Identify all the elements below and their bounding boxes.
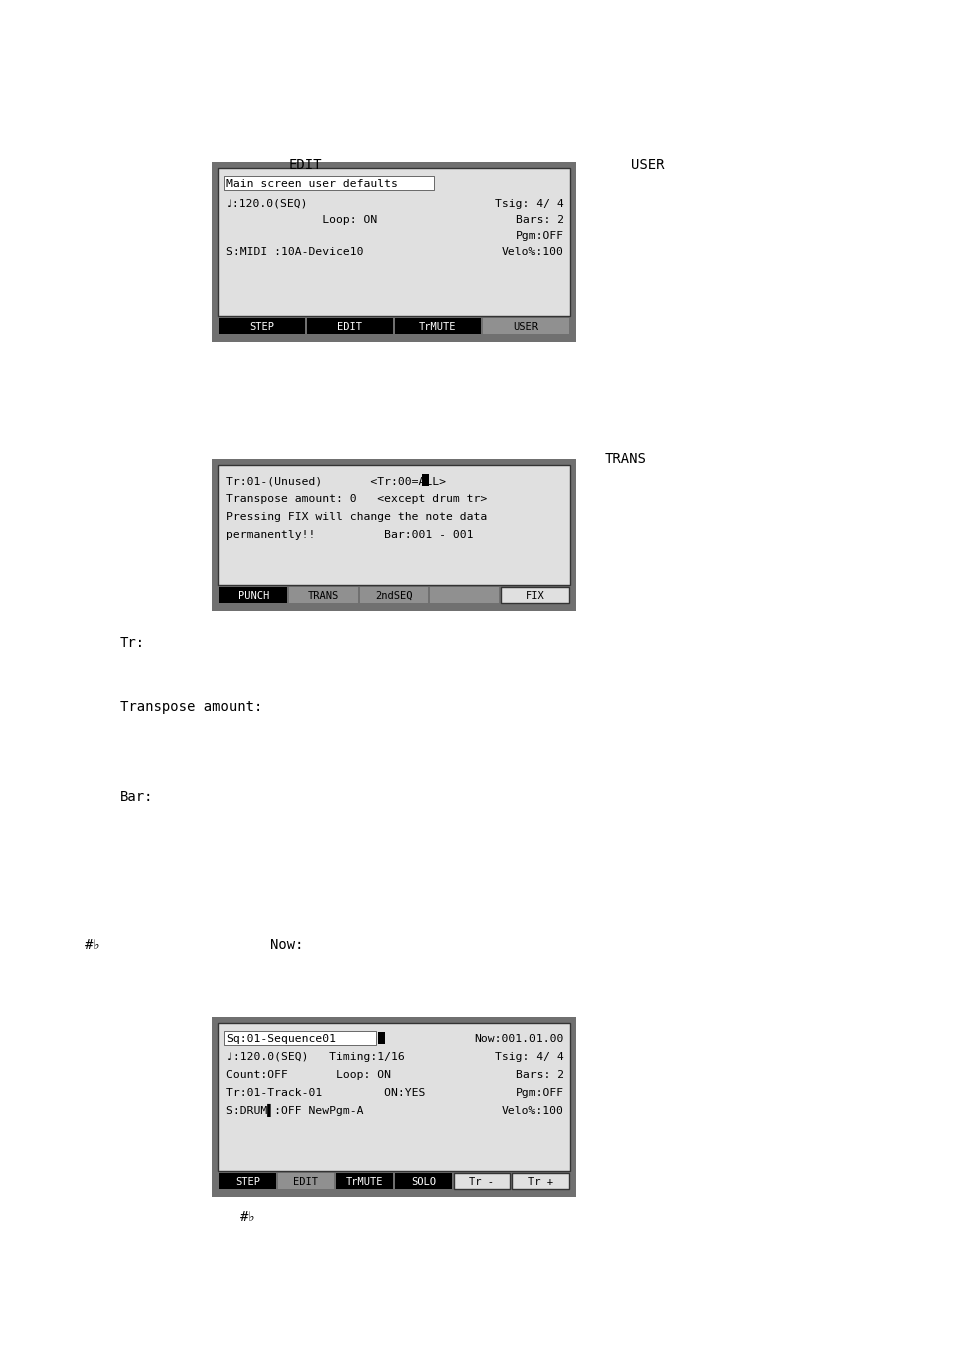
Bar xyxy=(218,1023,569,1171)
Text: PUNCH: PUNCH xyxy=(237,590,269,601)
Bar xyxy=(395,317,480,334)
Text: TrMUTE: TrMUTE xyxy=(418,322,456,332)
Text: Velo%:100: Velo%:100 xyxy=(501,1106,563,1116)
Text: Main screen user defaults: Main screen user defaults xyxy=(226,178,397,189)
Text: Loop: ON: Loop: ON xyxy=(226,215,376,226)
Bar xyxy=(377,1032,385,1044)
Bar xyxy=(218,465,569,585)
Text: Tr:01-Track-01         ON:YES: Tr:01-Track-01 ON:YES xyxy=(226,1088,425,1098)
Text: Tsig: 4/ 4: Tsig: 4/ 4 xyxy=(495,1052,563,1062)
Text: USER: USER xyxy=(513,322,537,332)
Text: STEP: STEP xyxy=(250,322,274,332)
Text: STEP: STEP xyxy=(234,1177,259,1188)
Text: Bars: 2: Bars: 2 xyxy=(516,215,563,226)
Text: Pgm:OFF: Pgm:OFF xyxy=(516,231,563,240)
Text: SOLO: SOLO xyxy=(411,1177,436,1188)
Bar xyxy=(307,317,393,334)
Bar xyxy=(224,176,434,190)
Text: Tr:: Tr: xyxy=(120,636,145,650)
Text: Count:OFF       Loop: ON: Count:OFF Loop: ON xyxy=(226,1070,391,1079)
Text: ♩:120.0(SEQ): ♩:120.0(SEQ) xyxy=(226,199,308,209)
Bar xyxy=(212,1017,576,1197)
Bar xyxy=(430,586,498,603)
Bar xyxy=(482,317,568,334)
Text: #♭: #♭ xyxy=(240,1210,256,1224)
Text: Tr +: Tr + xyxy=(528,1177,553,1188)
Bar xyxy=(422,474,429,486)
Text: Tr -: Tr - xyxy=(469,1177,494,1188)
Bar xyxy=(219,1173,275,1189)
Text: EDIT: EDIT xyxy=(337,322,362,332)
Bar xyxy=(277,1173,334,1189)
Bar xyxy=(512,1173,568,1189)
Text: Now:001.01.00: Now:001.01.00 xyxy=(475,1034,563,1044)
Text: 2ndSEQ: 2ndSEQ xyxy=(375,590,413,601)
Text: Pgm:OFF: Pgm:OFF xyxy=(516,1088,563,1098)
Text: TrMUTE: TrMUTE xyxy=(346,1177,383,1188)
Text: USER: USER xyxy=(631,158,664,172)
Bar xyxy=(212,162,576,342)
Bar xyxy=(219,586,287,603)
Bar xyxy=(395,1173,451,1189)
Bar xyxy=(219,317,305,334)
Text: Transpose amount:: Transpose amount: xyxy=(120,700,262,713)
Text: S:MIDI :10A-Device10: S:MIDI :10A-Device10 xyxy=(226,247,363,257)
Text: Sq:01-Sequence01: Sq:01-Sequence01 xyxy=(226,1034,335,1044)
Text: Bars: 2: Bars: 2 xyxy=(516,1070,563,1079)
Bar xyxy=(500,586,568,603)
Bar xyxy=(218,168,569,316)
Bar xyxy=(336,1173,393,1189)
Bar xyxy=(359,586,428,603)
Text: Now:: Now: xyxy=(270,938,303,952)
Text: Pressing FIX will change the note data: Pressing FIX will change the note data xyxy=(226,512,487,521)
Bar xyxy=(289,586,357,603)
Bar xyxy=(224,1031,375,1046)
Text: ♩:120.0(SEQ)   Timing:1/16: ♩:120.0(SEQ) Timing:1/16 xyxy=(226,1052,404,1062)
Text: TRANS: TRANS xyxy=(308,590,339,601)
Text: #♭: #♭ xyxy=(85,938,102,952)
Text: permanently!!          Bar:001 - 001: permanently!! Bar:001 - 001 xyxy=(226,530,473,540)
Text: Tr:01-(Unused)       <Tr:00=ALL>: Tr:01-(Unused) <Tr:00=ALL> xyxy=(226,476,446,486)
Text: S:DRUM▌:OFF NewPgm-A: S:DRUM▌:OFF NewPgm-A xyxy=(226,1104,363,1117)
Text: FIX: FIX xyxy=(525,590,543,601)
Text: Velo%:100: Velo%:100 xyxy=(501,247,563,257)
Text: Bar:: Bar: xyxy=(120,790,153,804)
Text: EDIT: EDIT xyxy=(294,1177,318,1188)
Bar xyxy=(454,1173,510,1189)
Bar xyxy=(212,459,576,611)
Text: Transpose amount: 0   <except drum tr>: Transpose amount: 0 <except drum tr> xyxy=(226,494,487,504)
Text: EDIT: EDIT xyxy=(288,158,321,172)
Text: Tsig: 4/ 4: Tsig: 4/ 4 xyxy=(495,199,563,209)
Text: TRANS: TRANS xyxy=(604,453,646,466)
